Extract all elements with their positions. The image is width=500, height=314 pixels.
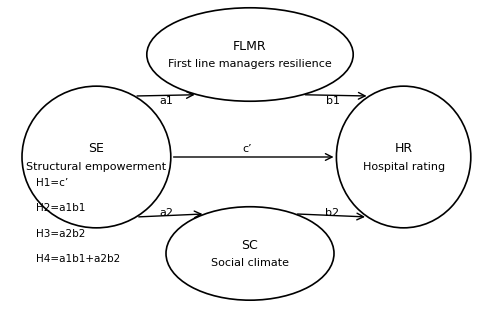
Text: H2=a1b1: H2=a1b1 — [36, 203, 86, 213]
Text: c’: c’ — [243, 144, 252, 154]
Text: SC: SC — [242, 239, 258, 252]
Text: a2: a2 — [159, 208, 173, 218]
Text: FLMR: FLMR — [233, 40, 267, 52]
Text: SE: SE — [88, 142, 104, 155]
Text: HR: HR — [394, 142, 412, 155]
Text: H4=a1b1+a2b2: H4=a1b1+a2b2 — [36, 254, 120, 264]
Text: Hospital rating: Hospital rating — [362, 162, 444, 172]
Text: H3=a2b2: H3=a2b2 — [36, 229, 86, 239]
Text: Social climate: Social climate — [211, 258, 289, 268]
Text: First line managers resilience: First line managers resilience — [168, 59, 332, 69]
Text: Structural empowerment: Structural empowerment — [26, 162, 166, 172]
Text: b2: b2 — [326, 208, 340, 218]
Text: H1=c’: H1=c’ — [36, 178, 68, 188]
Text: b1: b1 — [326, 96, 340, 106]
Text: a1: a1 — [159, 96, 173, 106]
